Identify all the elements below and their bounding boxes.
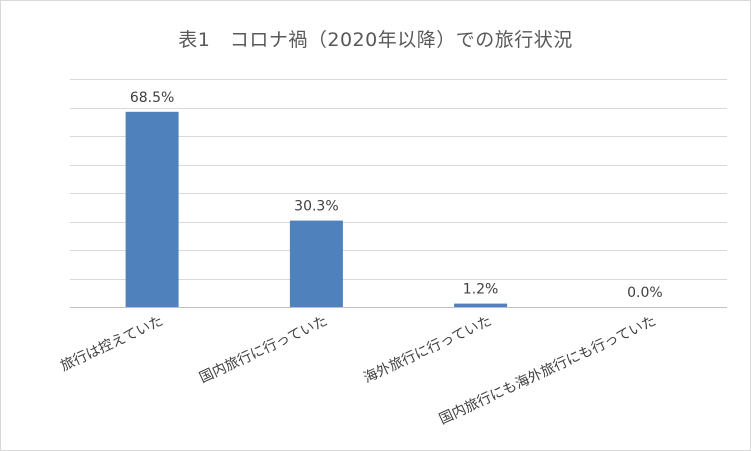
data-label-4: 0.0%	[627, 285, 663, 301]
bar-2	[289, 220, 343, 307]
data-labels: 68.5% 30.3% 1.2% 0.0%	[130, 90, 663, 301]
bars	[125, 111, 508, 307]
bar-1	[125, 111, 179, 307]
category-label-3: 海外旅行に行っていた	[361, 313, 494, 386]
category-label-1: 旅行は控えていた	[58, 313, 166, 375]
data-label-3: 1.2%	[463, 282, 499, 298]
chart-title: 表1 コロナ禍（2020年以降）での旅行状況	[178, 29, 573, 51]
category-label-2: 国内旅行に行っていた	[197, 313, 330, 386]
category-tick-labels: 旅行は控えていた 国内旅行に行っていた 海外旅行に行っていた国内旅行にも海外旅行にも…	[58, 313, 658, 428]
data-label-2: 30.3%	[294, 199, 338, 215]
bar-3	[454, 303, 508, 307]
gridlines	[70, 79, 727, 308]
data-label-1: 68.5%	[130, 90, 174, 106]
